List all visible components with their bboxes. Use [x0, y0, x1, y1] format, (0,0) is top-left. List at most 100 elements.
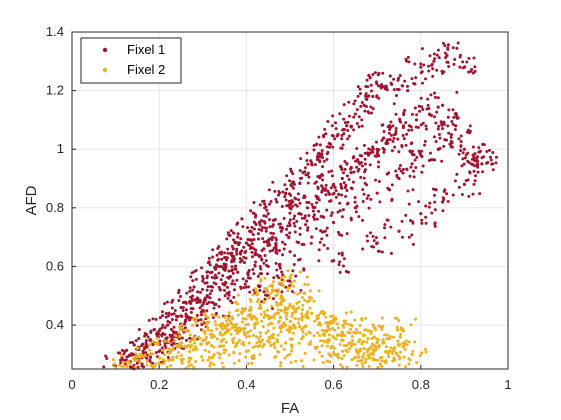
- data-point: [231, 317, 235, 321]
- data-point: [361, 355, 365, 359]
- data-point: [281, 273, 285, 277]
- data-point: [173, 309, 177, 313]
- data-point: [366, 353, 370, 357]
- data-point: [278, 364, 282, 368]
- data-point: [238, 326, 242, 330]
- data-point: [336, 230, 340, 234]
- data-point: [338, 165, 342, 169]
- data-point: [328, 199, 332, 203]
- data-point: [154, 362, 158, 366]
- data-point: [466, 159, 470, 163]
- data-point: [288, 250, 292, 254]
- data-point: [409, 125, 413, 129]
- data-point: [334, 337, 338, 341]
- data-point: [198, 290, 202, 294]
- data-point: [285, 328, 289, 332]
- data-point: [391, 124, 395, 128]
- data-point: [365, 183, 369, 187]
- data-point: [322, 332, 326, 336]
- data-point: [170, 333, 174, 337]
- data-point: [395, 173, 399, 177]
- data-point: [275, 268, 279, 272]
- data-point: [248, 244, 252, 248]
- data-point: [441, 41, 445, 45]
- data-point: [341, 143, 345, 147]
- data-point: [292, 217, 296, 221]
- data-point: [116, 351, 120, 355]
- data-point: [363, 94, 367, 98]
- data-point: [293, 326, 297, 330]
- data-point: [320, 230, 324, 234]
- data-point: [251, 316, 255, 320]
- data-point: [177, 334, 181, 338]
- data-point: [320, 173, 324, 177]
- data-point: [332, 220, 336, 225]
- data-point: [349, 171, 353, 175]
- data-point: [417, 104, 421, 108]
- data-point: [338, 209, 342, 213]
- data-point: [397, 88, 401, 92]
- data-point: [357, 340, 361, 344]
- data-point: [429, 93, 433, 97]
- data-point: [215, 337, 219, 341]
- data-point: [172, 325, 176, 329]
- data-point: [300, 216, 304, 220]
- data-point: [128, 361, 132, 365]
- data-point: [280, 270, 284, 274]
- data-point: [390, 183, 394, 187]
- data-point: [340, 251, 344, 255]
- data-point: [331, 183, 335, 187]
- data-point: [254, 248, 258, 252]
- data-point: [219, 325, 223, 329]
- data-point: [359, 161, 363, 165]
- data-point: [278, 226, 282, 230]
- data-point: [262, 247, 266, 251]
- data-point: [312, 148, 316, 152]
- data-point: [185, 316, 189, 320]
- data-point: [237, 338, 241, 342]
- data-point: [288, 337, 292, 341]
- data-point: [331, 145, 335, 149]
- data-point: [350, 334, 354, 338]
- data-point: [134, 339, 138, 343]
- data-point: [268, 249, 272, 253]
- data-point: [394, 129, 398, 133]
- data-point: [236, 341, 240, 345]
- data-point: [246, 276, 250, 280]
- data-point: [290, 349, 294, 353]
- data-point: [443, 51, 447, 55]
- data-point: [214, 323, 218, 327]
- data-point: [411, 242, 415, 246]
- data-point: [134, 365, 138, 369]
- y-tick-label: 0.8: [46, 200, 64, 215]
- data-point: [235, 331, 239, 335]
- data-point: [419, 212, 423, 216]
- data-point: [265, 339, 269, 343]
- data-point: [163, 339, 167, 343]
- data-point: [208, 263, 212, 267]
- data-point: [327, 333, 331, 337]
- data-point: [146, 335, 150, 339]
- data-point: [218, 288, 222, 292]
- data-point: [359, 317, 363, 321]
- data-point: [289, 282, 293, 286]
- data-point: [194, 316, 198, 320]
- data-point: [239, 328, 243, 332]
- data-point: [193, 338, 197, 342]
- data-point: [194, 360, 198, 364]
- data-point: [433, 208, 437, 212]
- data-point: [206, 358, 210, 362]
- data-point: [287, 327, 291, 331]
- data-point: [258, 352, 262, 356]
- data-point: [455, 90, 459, 94]
- data-point: [388, 74, 392, 78]
- data-point: [394, 351, 398, 355]
- data-point: [353, 331, 357, 335]
- data-point: [291, 200, 295, 204]
- data-point: [274, 250, 278, 254]
- data-point: [329, 314, 333, 318]
- data-point: [253, 287, 257, 291]
- data-point: [358, 331, 362, 335]
- data-point: [378, 362, 382, 366]
